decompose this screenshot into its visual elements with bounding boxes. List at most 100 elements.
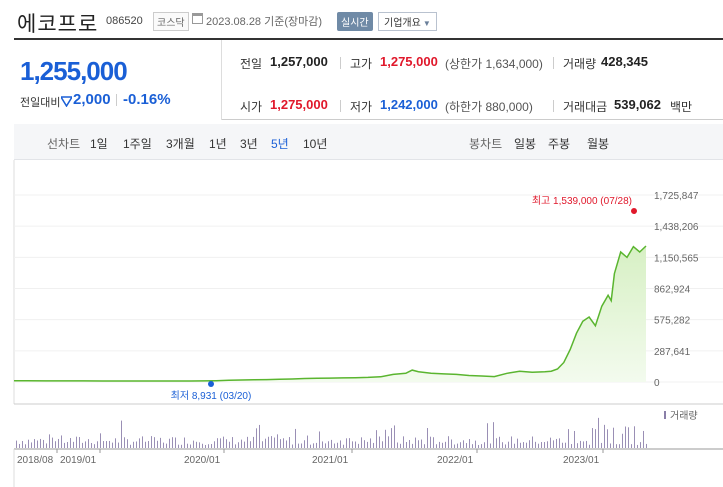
- volume-bar: [40, 438, 41, 448]
- company-info-dropdown[interactable]: 기업개요 ▼: [378, 12, 437, 31]
- volume-bar: [463, 440, 464, 448]
- volume-bar: [553, 440, 554, 448]
- change-label: 전일대비: [20, 97, 61, 109]
- prev-close-label: 전일: [240, 57, 263, 71]
- calendar-icon: [192, 13, 203, 24]
- volume-bar: [223, 436, 224, 448]
- change-percent: -0.16%: [123, 91, 171, 108]
- high-value: 1,275,000: [380, 54, 438, 69]
- volume-bar: [169, 438, 170, 448]
- upper-limit: (상한가 1,634,000): [445, 57, 543, 71]
- volume-bar: [208, 444, 209, 448]
- volume-bar: [193, 440, 194, 448]
- volume-bar: [22, 441, 23, 448]
- volume-bar: [535, 441, 536, 448]
- volume-bar: [175, 437, 176, 448]
- volume-bar: [502, 442, 503, 448]
- volume-bar: [142, 436, 143, 448]
- y-tick-label: 862,924: [654, 285, 691, 296]
- volume-bar: [613, 427, 614, 448]
- volume-bar: [508, 441, 509, 448]
- volume-bar: [115, 438, 116, 448]
- volume-bar: [403, 436, 404, 448]
- volume-bar: [364, 440, 365, 448]
- volume-bar: [43, 439, 44, 448]
- volume-bar: [157, 440, 158, 448]
- volume-bar: [547, 441, 548, 448]
- volume-bar: [469, 439, 470, 448]
- volume-bar: [268, 436, 269, 448]
- volume-bar: [376, 430, 377, 448]
- x-tick-label: 2019/01: [60, 455, 97, 466]
- volume-bar: [460, 442, 461, 448]
- amount-label: 거래대금: [563, 100, 608, 114]
- period-1y[interactable]: 1년: [209, 137, 227, 151]
- candle-monthly[interactable]: 월봉: [587, 137, 610, 151]
- volume-bar: [478, 444, 479, 448]
- current-price: 1,255,000: [20, 56, 128, 86]
- volume-bar: [559, 438, 560, 448]
- volume-bar: [130, 444, 131, 448]
- volume-bar: [610, 443, 611, 448]
- volume-bar: [109, 440, 110, 448]
- period-1d[interactable]: 1일: [90, 137, 108, 151]
- quote-date: 2023.08.28 기준(장마감): [206, 16, 323, 28]
- volume-bar: [127, 439, 128, 448]
- volume-bar: [586, 440, 587, 448]
- volume-bar: [34, 439, 35, 448]
- volume-bar: [292, 444, 293, 448]
- divider: [116, 94, 117, 106]
- price-chart[interactable]: 1,725,847 1,438,206 1,150,565 862,924 575,28…: [0, 160, 723, 487]
- volume-bar: [67, 442, 68, 448]
- volume-value: 428,345: [601, 54, 648, 69]
- min-marker: [208, 381, 214, 387]
- volume-bar: [481, 444, 482, 448]
- period-5y[interactable]: 5년: [271, 137, 289, 151]
- period-1w[interactable]: 1주일: [123, 137, 152, 151]
- realtime-button[interactable]: 실시간: [337, 12, 373, 31]
- volume-bar: [625, 426, 626, 448]
- volume-bar: [163, 442, 164, 448]
- volume-bar: [307, 435, 308, 448]
- volume-bar: [493, 422, 494, 448]
- x-axis: 2018/08 2019/01 2020/01 2021/01 2022/01 2023/…: [17, 449, 604, 466]
- open-value: 1,275,000: [270, 97, 328, 112]
- market-badge: 코스닥: [153, 12, 189, 31]
- volume-bar: [439, 441, 440, 448]
- volume-bar: [280, 439, 281, 448]
- y-tick-label: 1,438,206: [654, 222, 699, 233]
- volume-bar: [523, 442, 524, 448]
- period-10y[interactable]: 10년: [303, 137, 328, 151]
- candle-weekly[interactable]: 주봉: [548, 137, 571, 151]
- volume-bar: [337, 442, 338, 448]
- divider: [340, 100, 341, 112]
- volume-bar: [514, 443, 515, 448]
- volume-bar: [187, 443, 188, 448]
- volume-bar: [580, 440, 581, 448]
- volume-bar: [265, 438, 266, 448]
- volume-bar: [334, 443, 335, 448]
- volume-bar: [550, 437, 551, 448]
- volume-bar: [385, 429, 386, 448]
- volume-bar: [322, 441, 323, 448]
- volume-bar: [574, 430, 575, 448]
- period-3y[interactable]: 3년: [240, 137, 258, 151]
- volume-bar: [598, 417, 599, 448]
- y-axis: 1,725,847 1,438,206 1,150,565 862,924 575,28…: [654, 191, 699, 389]
- volume-bar: [103, 441, 104, 448]
- volume-bar: [643, 430, 644, 448]
- period-3m[interactable]: 3개월: [166, 137, 195, 151]
- volume-bar: [436, 444, 437, 448]
- volume-bar: [91, 442, 92, 448]
- stock-name: 에코프로: [17, 12, 99, 36]
- y-tick-label: 0: [654, 378, 660, 389]
- volume-bar: [604, 424, 605, 448]
- candle-daily[interactable]: 일봉: [514, 137, 537, 151]
- volume-bar: [136, 441, 137, 448]
- volume-bar: [88, 439, 89, 448]
- volume-bar: [400, 443, 401, 448]
- volume-bar: [166, 443, 167, 448]
- volume-bar: [271, 436, 272, 448]
- volume-bar: [637, 444, 638, 448]
- volume-bar: [316, 442, 317, 448]
